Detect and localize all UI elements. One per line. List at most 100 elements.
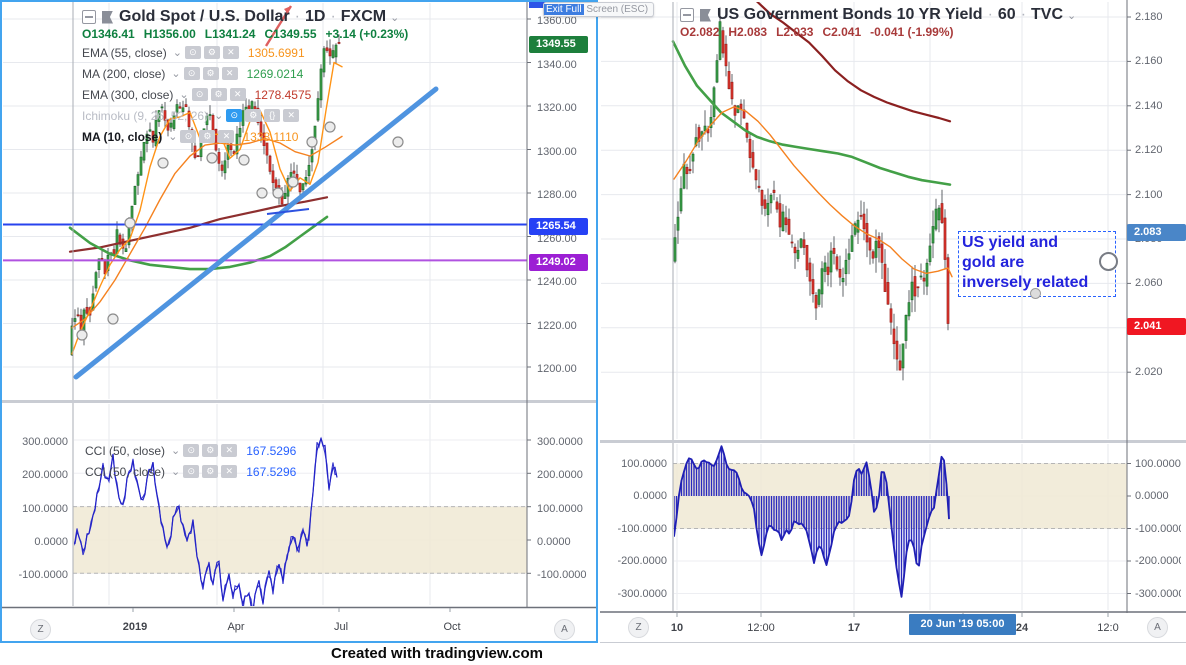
- chevron-down-icon[interactable]: ⌄: [168, 131, 178, 143]
- price-tick-label: 0.0000: [1135, 490, 1169, 502]
- footer-credit: Created with tradingview.com: [331, 645, 543, 662]
- bond-price-chart[interactable]: [600, 0, 1186, 643]
- gold-chart-panel[interactable]: Gold Spot / U.S. Dollar · 1D · FXCM ⌄ O1…: [0, 0, 598, 643]
- indicator-row[interactable]: CCI (50, close) ⌄ ⊙ ⚙ ✕ 167.5296: [85, 440, 296, 461]
- price-tick-label: 2.140: [1135, 99, 1163, 112]
- indicator-row[interactable]: CCI (50, close) ⌄ ⊙ ⚙ ✕ 167.5296: [85, 461, 296, 482]
- time-tick-label: 24: [1015, 622, 1029, 634]
- chevron-down-icon[interactable]: ⌄: [171, 466, 181, 478]
- indicator-row[interactable]: EMA (300, close) ⌄ ⊙ ⚙ ✕ 1278.4575: [82, 84, 408, 105]
- eye-icon[interactable]: ⊙: [183, 67, 200, 80]
- price-tick-label: 2.100: [1135, 188, 1163, 201]
- indicator-label: CCI (50, close): [85, 464, 166, 479]
- text-annotation[interactable]: US yield and gold are inversely related: [958, 231, 1116, 297]
- annotation-anchor-handle[interactable]: [1030, 288, 1041, 299]
- close-icon[interactable]: ✕: [222, 46, 239, 59]
- close-icon[interactable]: ✕: [221, 465, 238, 478]
- eye-icon[interactable]: ⊙: [180, 130, 197, 143]
- indicator-row[interactable]: EMA (55, close) ⌄ ⊙ ⚙ ✕ 1305.6991: [82, 42, 408, 63]
- gear-icon[interactable]: ⚙: [202, 444, 219, 457]
- time-axis-badge: 20 Jun '19 05:00: [909, 614, 1016, 635]
- gold-price-chart[interactable]: [2, 2, 596, 641]
- chevron-down-icon[interactable]: ⌄: [1067, 9, 1077, 22]
- indicator-label: MA (200, close): [82, 66, 166, 81]
- price-badge: 2.083: [1127, 223, 1186, 241]
- chevron-down-icon[interactable]: ⌄: [214, 110, 224, 122]
- price-tick-label: 1220.00: [537, 319, 577, 332]
- indicator-label: CCI (50, close): [85, 443, 166, 458]
- bonds-chart-panel[interactable]: US Government Bonds 10 YR Yield · 60 · T…: [600, 0, 1186, 643]
- chevron-down-icon[interactable]: ⌄: [390, 11, 400, 24]
- gear-icon[interactable]: ⚙: [210, 88, 227, 101]
- gear-icon[interactable]: ⚙: [202, 67, 219, 80]
- low-value: L2.033: [776, 25, 814, 39]
- change-value: -0.041 (-1.99%): [870, 25, 954, 39]
- eye-icon[interactable]: ⊙: [191, 88, 208, 101]
- close-icon[interactable]: ✕: [229, 88, 246, 101]
- price-tick-label: 2.060: [1135, 277, 1163, 290]
- gear-icon[interactable]: ⚙: [203, 46, 220, 59]
- scale-z-button[interactable]: Z: [628, 617, 649, 638]
- chevron-down-icon[interactable]: ⌄: [179, 89, 189, 101]
- collapse-pane-icon[interactable]: [680, 8, 694, 22]
- price-tick-label: -300.0000: [1135, 587, 1181, 600]
- price-tick-label: 300.0000: [537, 436, 583, 448]
- gear-icon[interactable]: ⚙: [199, 130, 216, 143]
- close-icon[interactable]: ✕: [283, 109, 300, 122]
- collapse-pane-icon[interactable]: [82, 10, 96, 24]
- time-tick-label: 2019: [122, 621, 148, 633]
- price-tick-label: 1320.00: [537, 102, 577, 114]
- price-badge: 1265.54: [529, 217, 588, 235]
- scale-a-button[interactable]: A: [554, 619, 575, 640]
- symbol-title: Gold Spot / U.S. Dollar: [119, 8, 290, 25]
- scale-z-button[interactable]: Z: [30, 619, 51, 640]
- annotation-drag-handle[interactable]: [1099, 252, 1118, 271]
- close-icon[interactable]: ✕: [218, 130, 235, 143]
- scale-a-button[interactable]: A: [1147, 617, 1168, 638]
- indicator-row[interactable]: MA (10, close) ⌄ ⊙ ⚙ ✕ 1338.1110: [82, 126, 408, 147]
- time-tick-label: 17: [847, 622, 861, 634]
- price-tick-label: 200.0000: [22, 469, 68, 482]
- eye-icon[interactable]: ⊙: [184, 46, 201, 59]
- open-value: O2.082: [680, 25, 720, 39]
- indicator-value: 1338.1110: [243, 129, 299, 144]
- bonds-symbol-row[interactable]: US Government Bonds 10 YR Yield · 60 · T…: [680, 5, 1076, 25]
- gear-icon[interactable]: ⚙: [245, 109, 262, 122]
- gold-symbol-row[interactable]: Gold Spot / U.S. Dollar · 1D · FXCM ⌄: [82, 7, 408, 27]
- price-tick-label: 100.0000: [22, 502, 68, 515]
- price-tick-label: 0.0000: [537, 536, 571, 548]
- price-tick-label: 2.160: [1135, 55, 1163, 68]
- eye-icon[interactable]: ⊙: [183, 465, 200, 478]
- price-tick-label: -300.0000: [617, 587, 667, 600]
- cci-histogram: [674, 445, 950, 598]
- price-tick-label: 1240.00: [537, 276, 577, 288]
- price-tick-label: 0.0000: [633, 490, 667, 502]
- indicator-value: 1305.6991: [247, 45, 305, 60]
- indicator-legend: EMA (55, close) ⌄ ⊙ ⚙ ✕ 1305.6991 MA (200, clo…: [82, 42, 408, 147]
- symbol-title: US Government Bonds 10 YR Yield: [717, 6, 983, 23]
- eye-icon[interactable]: ⊙: [226, 109, 243, 122]
- change-value: +3.14 (+0.23%): [325, 27, 409, 41]
- close-icon[interactable]: ✕: [221, 444, 238, 457]
- braces-icon[interactable]: {}: [264, 109, 281, 122]
- price-tick-label: -100.0000: [18, 569, 68, 582]
- indicator-row[interactable]: MA (200, close) ⌄ ⊙ ⚙ ✕ 1269.0214: [82, 63, 408, 84]
- indicator-value: 1269.0214: [246, 66, 304, 81]
- cci-lines: [74, 436, 338, 606]
- candlesticks: [673, 7, 950, 381]
- price-tick-label: 300.0000: [22, 436, 68, 448]
- cci-legend: CCI (50, close) ⌄ ⊙ ⚙ ✕ 167.5296 CCI (50, clos…: [85, 440, 296, 482]
- price-tick-label: 1340.00: [537, 58, 577, 71]
- indicator-row[interactable]: Ichimoku (9, 26, 52, 26) ⌄ ⊙ ⚙{} ✕: [82, 105, 408, 126]
- price-tick-label: 1200.00: [537, 363, 577, 375]
- gear-icon[interactable]: ⚙: [202, 465, 219, 478]
- close-value: C2.041: [822, 25, 862, 39]
- close-icon[interactable]: ✕: [221, 67, 238, 80]
- chevron-down-icon[interactable]: ⌄: [171, 68, 181, 80]
- chevron-down-icon[interactable]: ⌄: [171, 445, 181, 457]
- eye-icon[interactable]: ⊙: [183, 444, 200, 457]
- price-tick-label: -200.0000: [1135, 555, 1181, 567]
- exchange-label: FXCM: [340, 8, 387, 25]
- chevron-down-icon[interactable]: ⌄: [172, 47, 182, 59]
